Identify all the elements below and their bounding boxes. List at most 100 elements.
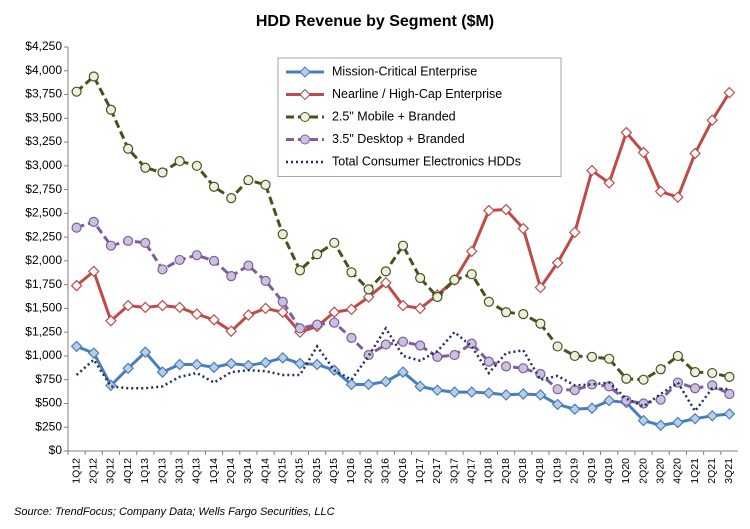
legend-marker	[299, 88, 311, 101]
marker	[569, 385, 580, 396]
marker	[123, 143, 134, 154]
marker	[226, 270, 237, 282]
marker	[672, 416, 684, 429]
source-note: Source: TrendFocus; Company Data; Wells …	[14, 506, 335, 518]
marker	[345, 303, 358, 316]
marker	[208, 313, 220, 326]
legend-label: Nearline / High-Cap Enterprise	[332, 87, 502, 101]
y-tick-label: $250	[35, 419, 62, 433]
marker	[500, 203, 512, 216]
marker	[190, 358, 203, 371]
x-tick-label: 4Q18	[534, 458, 546, 484]
marker	[87, 265, 100, 278]
marker	[225, 325, 238, 338]
marker	[71, 86, 82, 97]
marker	[604, 353, 615, 364]
marker	[534, 281, 547, 294]
marker	[465, 386, 478, 398]
marker	[157, 167, 168, 178]
marker	[397, 366, 409, 378]
marker	[535, 368, 546, 380]
marker	[363, 349, 374, 361]
marker	[689, 412, 701, 425]
marker	[174, 155, 185, 167]
x-tick-label: 2Q12	[88, 458, 100, 484]
marker	[140, 162, 151, 173]
marker	[276, 306, 289, 319]
marker	[277, 296, 288, 307]
marker	[294, 357, 306, 370]
marker	[672, 191, 684, 204]
x-tick-label: 1Q14	[208, 458, 220, 484]
x-tick-label: 2Q14	[225, 458, 237, 484]
marker	[139, 301, 152, 314]
marker	[208, 255, 220, 266]
marker	[87, 347, 100, 359]
x-tick-label: 4Q13	[191, 458, 203, 484]
marker	[723, 408, 736, 420]
marker	[71, 222, 82, 233]
marker	[259, 302, 272, 315]
marker	[603, 394, 616, 407]
x-tick-label: 2Q16	[362, 458, 374, 484]
marker	[483, 387, 495, 399]
marker	[363, 284, 374, 295]
marker	[276, 351, 289, 364]
marker	[312, 319, 323, 330]
x-tick-label: 1Q21	[689, 458, 701, 484]
x-tick-label: 2Q13	[156, 458, 168, 484]
marker	[415, 340, 426, 351]
legend-label: 2.5" Mobile + Branded	[332, 109, 456, 123]
marker	[448, 386, 461, 398]
marker	[345, 378, 358, 391]
marker	[620, 126, 633, 139]
marker	[432, 351, 443, 362]
marker	[655, 394, 666, 405]
marker	[191, 160, 202, 171]
marker	[654, 419, 667, 432]
marker	[397, 299, 409, 312]
legend-label: 3.5" Desktop + Branded	[332, 132, 465, 146]
x-tick-label: 2Q18	[500, 458, 512, 484]
marker	[465, 245, 478, 258]
x-tick-label: 4Q19	[603, 458, 615, 484]
marker	[466, 269, 477, 280]
x-tick-label: 4Q20	[672, 458, 684, 484]
marker	[397, 240, 409, 251]
marker	[140, 237, 151, 248]
y-tick-label: $0	[49, 443, 63, 457]
series	[70, 340, 736, 432]
marker	[586, 379, 598, 390]
x-tick-label: 3Q16	[380, 458, 392, 484]
y-tick-label: $2,250	[25, 229, 62, 243]
x-tick-label: 1Q12	[70, 458, 82, 484]
x-tick-label: 2Q17	[431, 458, 443, 484]
marker	[329, 237, 340, 248]
x-tick-label: 1Q20	[620, 458, 632, 484]
marker	[88, 216, 99, 228]
marker	[174, 254, 185, 266]
marker	[88, 71, 99, 82]
x-tick-label: 1Q18	[483, 458, 495, 484]
marker	[637, 414, 650, 427]
marker	[689, 367, 701, 378]
marker	[689, 383, 701, 394]
marker	[535, 318, 546, 329]
marker	[723, 86, 736, 99]
marker	[706, 114, 719, 127]
marker	[449, 349, 460, 361]
marker	[414, 380, 427, 393]
marker	[105, 240, 117, 251]
x-tick-label: 4Q16	[397, 458, 409, 484]
marker	[518, 363, 529, 374]
marker	[379, 375, 392, 388]
marker	[208, 361, 220, 374]
legend-marker	[300, 134, 310, 145]
series	[71, 71, 735, 385]
legend: Mission-Critical Enterprise Nearline / Hi…	[277, 57, 562, 177]
marker	[380, 339, 391, 350]
marker	[243, 174, 254, 186]
marker	[586, 164, 598, 177]
x-tick-label: 3Q13	[173, 458, 185, 484]
